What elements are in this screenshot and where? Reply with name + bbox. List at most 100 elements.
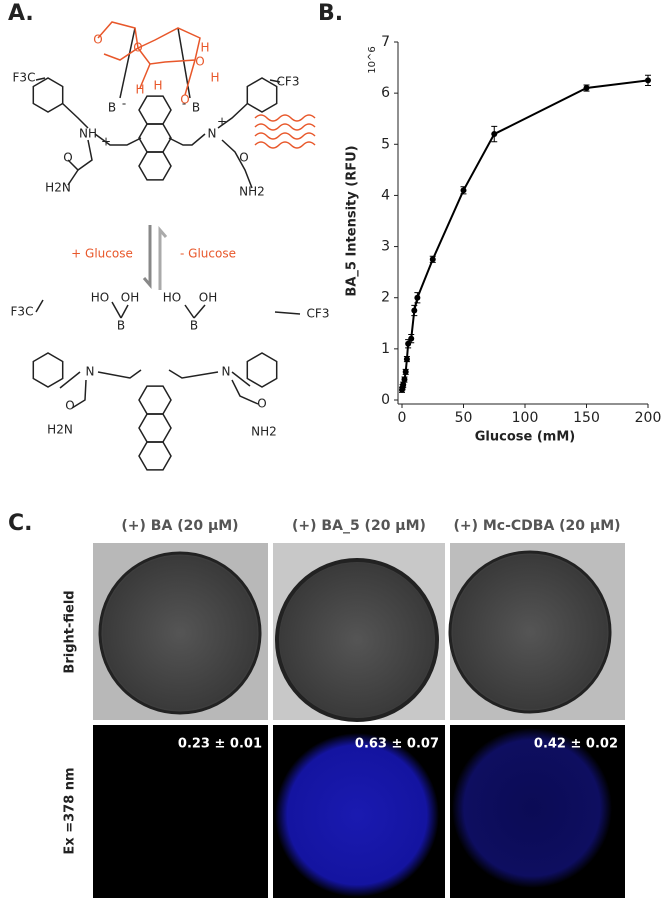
ring — [138, 385, 172, 415]
atom-label: HO — [91, 291, 109, 305]
data-point — [414, 294, 421, 301]
bond — [59, 371, 81, 389]
bond — [119, 27, 136, 99]
atom-label: B — [108, 101, 116, 115]
bond — [231, 379, 259, 405]
fluorescence-waves — [254, 114, 316, 149]
bond — [217, 102, 249, 129]
intensity-value: 0.63 ± 0.07 — [355, 737, 439, 752]
column-header: (+) BA_5 (20 μM) — [292, 518, 426, 534]
atom-label: N — [208, 127, 217, 141]
ring — [246, 352, 278, 388]
row-label: Ex =378 nm — [63, 767, 78, 854]
data-point — [411, 307, 418, 314]
data-point — [405, 340, 412, 347]
reaction-label: - Glucose — [180, 247, 236, 261]
data-point — [460, 187, 467, 194]
y-tick-label: 3 — [381, 239, 390, 255]
y-axis-title: BA_5 Intensity (RFU) — [345, 145, 360, 296]
ring — [246, 77, 278, 113]
atom-label: H — [200, 41, 209, 55]
glucose — [97, 21, 316, 149]
y-tick-label: 5 — [381, 136, 390, 152]
y-tick-label: 7 — [381, 34, 390, 50]
panel-label: B. — [318, 1, 343, 26]
ring — [32, 352, 64, 388]
bond — [177, 27, 191, 99]
data-point — [491, 131, 498, 138]
ring — [138, 95, 172, 125]
bond — [221, 139, 253, 189]
equilibrium-arrows — [142, 225, 168, 290]
bond — [231, 371, 251, 387]
y-tick-label: 6 — [381, 85, 390, 101]
bond — [67, 139, 93, 171]
y-tick-label: 2 — [381, 290, 390, 306]
ring — [138, 151, 172, 181]
atom-label: H — [135, 83, 144, 97]
atom-label: - — [182, 97, 186, 111]
reaction-label: + Glucose — [71, 247, 133, 261]
atom-label: OH — [121, 291, 139, 305]
atom-label: O — [133, 41, 142, 55]
bond — [94, 133, 142, 146]
bond — [67, 169, 79, 186]
bond — [120, 304, 129, 319]
bond — [168, 133, 206, 146]
atom-label: O — [239, 151, 248, 165]
atom-label: N — [222, 365, 231, 379]
bond — [61, 102, 89, 129]
atom-label: O — [65, 399, 74, 413]
data-line — [401, 79, 649, 391]
ring — [138, 123, 172, 153]
atom-label: B — [117, 319, 125, 333]
atom-label: HO — [163, 291, 181, 305]
bond — [274, 311, 301, 315]
atom-label: O — [93, 33, 102, 47]
data-point — [645, 77, 651, 84]
atom-label: H2N — [45, 181, 71, 195]
atom-label: CF3 — [307, 307, 330, 321]
bond — [97, 369, 142, 379]
ring — [138, 413, 172, 443]
data-point — [403, 356, 410, 363]
atom-label: + — [217, 115, 227, 129]
atom-label: F3C — [11, 305, 34, 319]
atom-label: OH — [199, 291, 217, 305]
data-point — [402, 368, 409, 375]
atom-label: NH2 — [251, 425, 277, 439]
panel-label: A. — [8, 1, 34, 26]
atom-label: NH2 — [239, 185, 265, 199]
ring — [138, 441, 172, 471]
data-point — [408, 335, 415, 342]
data-point — [583, 85, 590, 92]
bond — [184, 304, 195, 319]
atom-label: O — [63, 151, 72, 165]
atom-label: - — [122, 97, 126, 111]
structure — [32, 27, 301, 471]
bond — [71, 379, 87, 409]
bond — [35, 299, 44, 313]
x-tick-label: 50 — [455, 410, 473, 426]
atom-label: B — [190, 319, 198, 333]
atom-label: O — [180, 93, 189, 107]
atom-label: H — [210, 71, 219, 85]
intensity-value: 0.42 ± 0.02 — [534, 737, 618, 752]
atom-label: CF3 — [277, 75, 300, 89]
x-tick-label: 0 — [398, 410, 407, 426]
y-tick-label: 1 — [381, 341, 390, 357]
column-header: (+) BA (20 μM) — [121, 518, 238, 534]
microscopy — [93, 543, 625, 898]
atom-label: O — [257, 397, 266, 411]
atom-label: N — [86, 365, 95, 379]
column-header: (+) Mc-CDBA (20 μM) — [453, 518, 620, 534]
y-multiplier: 10^6 — [367, 46, 378, 73]
intensity-value: 0.23 ± 0.01 — [178, 737, 262, 752]
bond — [111, 301, 122, 319]
atom-label: O — [195, 55, 204, 69]
bond — [168, 369, 219, 379]
data-point — [400, 381, 407, 388]
bond — [35, 77, 46, 81]
panel-label: C. — [8, 511, 33, 536]
